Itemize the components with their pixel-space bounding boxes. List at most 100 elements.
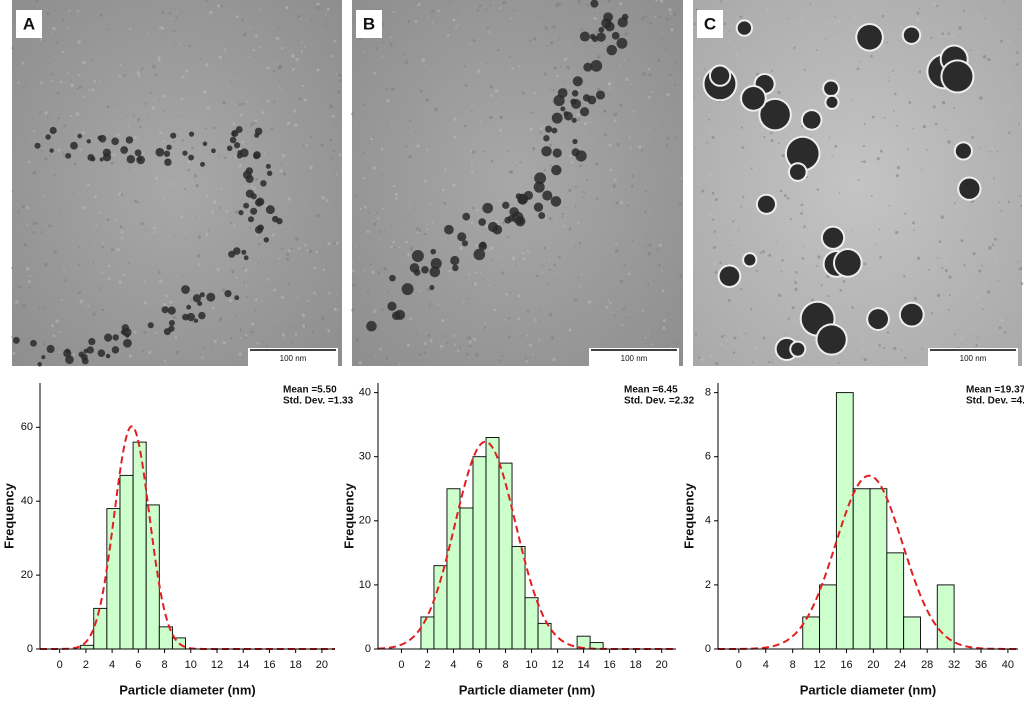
texture	[101, 246, 104, 249]
texture	[678, 203, 682, 206]
texture	[17, 81, 20, 84]
texture	[954, 205, 958, 209]
texture	[46, 11, 50, 15]
texture	[861, 160, 864, 163]
texture	[898, 245, 901, 248]
texture	[392, 10, 395, 13]
particle	[199, 292, 205, 298]
texture	[21, 61, 25, 65]
texture	[744, 14, 747, 18]
particle	[942, 61, 973, 92]
particle	[824, 81, 838, 96]
texture	[173, 315, 176, 319]
y-axis-label: Frequency	[1, 482, 16, 549]
particle	[49, 126, 57, 135]
texture	[619, 200, 624, 205]
texture	[249, 226, 251, 229]
particle	[263, 237, 270, 243]
texture	[369, 263, 372, 266]
texture	[766, 218, 770, 221]
annotation: Std. Dev. =2.32	[624, 396, 695, 407]
texture	[358, 361, 363, 365]
texture	[985, 19, 989, 23]
texture	[552, 25, 556, 29]
texture	[338, 73, 342, 77]
texture	[489, 4, 492, 7]
texture	[539, 320, 542, 323]
particle	[570, 98, 577, 105]
texture	[354, 277, 356, 280]
texture	[953, 106, 955, 109]
texture	[650, 90, 653, 94]
texture	[429, 302, 432, 306]
texture	[815, 265, 818, 267]
texture	[188, 44, 192, 48]
texture	[29, 274, 32, 278]
texture	[993, 224, 997, 227]
texture	[605, 44, 608, 47]
particle	[265, 163, 271, 169]
texture	[255, 34, 258, 38]
texture	[276, 61, 278, 64]
texture	[117, 192, 122, 196]
texture	[553, 263, 556, 266]
particle	[112, 334, 119, 341]
texture	[376, 136, 379, 139]
texture	[434, 107, 438, 112]
texture	[612, 341, 615, 344]
texture	[990, 147, 995, 151]
texture	[890, 180, 893, 183]
texture	[471, 283, 474, 285]
texture	[175, 16, 178, 19]
texture	[720, 335, 724, 338]
texture	[307, 299, 310, 302]
texture	[788, 17, 790, 20]
texture	[951, 34, 954, 38]
texture	[755, 111, 758, 114]
texture	[151, 106, 156, 110]
texture	[72, 193, 74, 195]
texture	[933, 3, 937, 7]
texture	[180, 97, 184, 101]
texture	[533, 318, 537, 322]
texture	[618, 189, 620, 192]
texture	[423, 351, 427, 355]
texture	[297, 193, 300, 196]
texture	[713, 262, 716, 266]
texture	[941, 100, 946, 105]
texture	[471, 110, 473, 113]
texture	[25, 84, 27, 86]
texture	[322, 132, 324, 134]
texture	[838, 192, 841, 194]
texture	[824, 60, 827, 63]
texture	[839, 288, 843, 292]
annotation: Std. Dev. =1.33	[283, 396, 354, 407]
texture	[459, 346, 462, 349]
texture	[992, 177, 995, 180]
texture	[545, 44, 548, 47]
particle	[450, 255, 460, 266]
texture	[440, 348, 442, 351]
texture	[57, 117, 60, 120]
texture	[286, 252, 290, 257]
texture	[893, 346, 897, 351]
texture	[409, 247, 414, 251]
y-tick-label: 20	[21, 569, 33, 581]
particle	[88, 338, 96, 346]
texture	[738, 162, 742, 166]
texture	[962, 10, 966, 13]
texture	[618, 1, 623, 6]
texture	[944, 128, 947, 131]
texture	[621, 324, 624, 327]
texture	[745, 125, 748, 128]
particle	[250, 207, 258, 215]
texture	[233, 224, 236, 227]
texture	[87, 305, 90, 308]
texture	[48, 224, 52, 228]
texture	[478, 4, 482, 8]
texture	[888, 266, 892, 269]
particle	[616, 37, 628, 49]
texture	[418, 290, 421, 292]
texture	[398, 246, 401, 249]
